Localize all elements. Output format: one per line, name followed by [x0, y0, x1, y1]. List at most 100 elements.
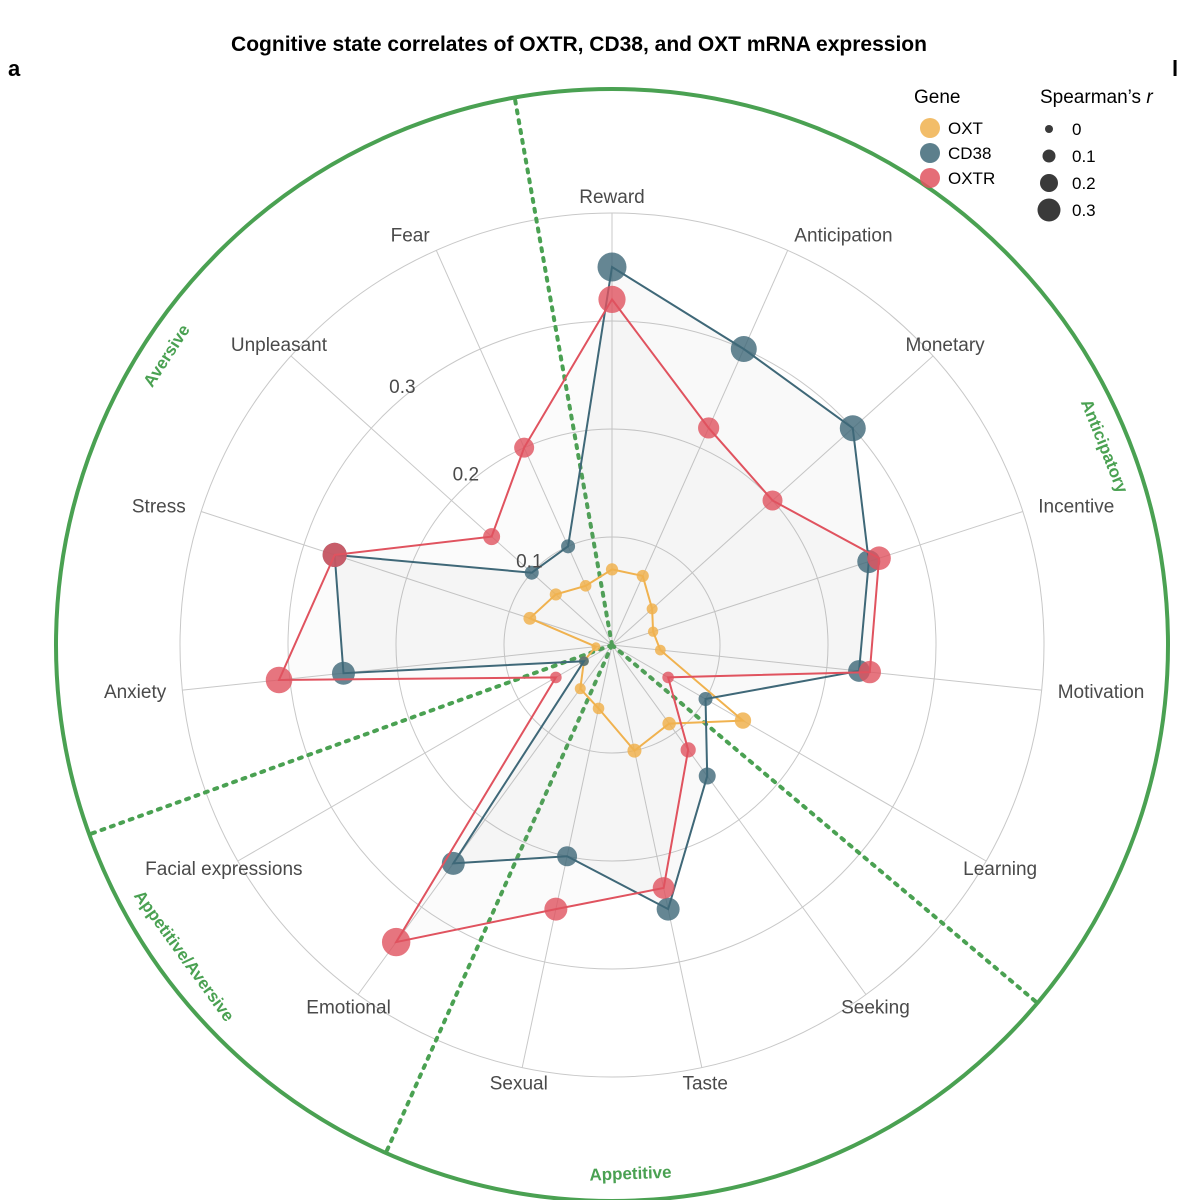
grid-spoke: [611, 644, 867, 995]
region-divider: [512, 95, 614, 647]
data-point-cd38: [839, 415, 866, 442]
data-point-oxt: [646, 603, 658, 615]
grid-spoke: [200, 511, 613, 646]
size-label: 0.2: [1072, 174, 1096, 193]
legend-label-oxtr: OXTR: [948, 169, 995, 188]
category-label: Monetary: [905, 335, 985, 356]
grid-spoke: [237, 644, 613, 862]
grid-spoke: [611, 511, 1024, 646]
grid-spoke: [611, 644, 987, 862]
data-point-cd38: [597, 252, 627, 282]
size-label: 0: [1072, 120, 1081, 139]
data-point-oxtr: [265, 666, 293, 694]
category-label: Stress: [132, 496, 186, 517]
radial-tick-label: 0.2: [453, 464, 479, 485]
edge-panel-label: l: [1172, 56, 1178, 81]
data-point-cd38: [441, 851, 465, 875]
series-line-oxt: [528, 568, 746, 753]
gene-legend: OXT CD38 OXTR: [920, 118, 995, 188]
size-swatch: [1045, 125, 1053, 133]
data-point-cd38: [579, 656, 589, 667]
data-point-cd38: [730, 336, 757, 363]
data-point-oxtr: [514, 437, 535, 458]
region-divider: [383, 643, 614, 1155]
data-point-oxtr: [762, 490, 783, 511]
data-point-oxt: [549, 588, 562, 601]
series-area-oxtr: [279, 299, 880, 943]
category-label: Facial expressions: [145, 859, 302, 880]
series-area-cd38: [334, 267, 869, 910]
series-line-oxtr: [277, 297, 881, 944]
region-label: Appetitive: [589, 1163, 672, 1185]
size-swatch: [1042, 149, 1056, 163]
data-point-oxtr: [544, 897, 568, 921]
size-legend: 0 0.1 0.2 0.3: [1037, 120, 1096, 222]
category-label: Anticipation: [794, 226, 892, 247]
data-point-oxtr: [381, 927, 411, 957]
region-label: Aversive: [140, 321, 194, 390]
data-point-oxtr: [680, 742, 696, 758]
region-outer-circle: [54, 87, 1170, 1200]
data-point-oxt: [579, 580, 592, 592]
data-point-oxtr: [698, 417, 720, 439]
region-label: Anticipatory: [1077, 397, 1132, 497]
chart-title: Cognitive state correlates of OXTR, CD38…: [231, 33, 927, 56]
legend-label-cd38: CD38: [948, 144, 991, 163]
size-label: 0.1: [1072, 147, 1096, 166]
data-point-oxtr: [322, 542, 347, 567]
data-point-cd38: [698, 767, 716, 785]
data-point-oxtr: [858, 660, 881, 684]
radial-tick-label: 0.1: [516, 552, 542, 573]
legend: Gene OXT CD38 OXTR Spearman’s r 0 0.1 0.2 0.3: [914, 87, 1153, 222]
category-label: Fear: [391, 226, 431, 247]
grid-spoke: [182, 644, 613, 691]
legend-swatch-oxtr: [920, 168, 940, 188]
category-label: Anxiety: [104, 682, 167, 703]
data-point-oxt: [574, 683, 586, 695]
data-point-oxt: [734, 712, 752, 729]
grid-spoke: [611, 644, 703, 1068]
data-point-oxtr: [867, 546, 891, 571]
size-legend-title: Spearman’s r: [1040, 87, 1153, 108]
region-divider: [610, 643, 1040, 1005]
legend-label-oxt: OXT: [948, 119, 983, 138]
data-point-oxt: [627, 743, 642, 758]
size-swatch: [1037, 198, 1061, 222]
category-label: Motivation: [1058, 682, 1145, 703]
legend-swatch-oxt: [920, 118, 940, 138]
data-point-oxtr: [550, 671, 562, 684]
region-label: Appetitive/Aversive: [130, 887, 238, 1025]
data-point-oxt: [523, 611, 537, 625]
panel-label: a: [8, 56, 21, 81]
series-line-cd38: [333, 265, 870, 911]
data-point-oxt: [647, 626, 659, 637]
category-label: Reward: [579, 187, 644, 208]
category-label: Sexual: [490, 1073, 548, 1094]
category-label: Emotional: [306, 998, 391, 1019]
size-swatch: [1040, 174, 1058, 192]
data-point-cd38: [561, 539, 576, 554]
legend-swatch-cd38: [920, 143, 940, 163]
category-label: Learning: [963, 859, 1037, 880]
data-point-cd38: [698, 692, 713, 706]
data-point-oxt: [591, 642, 601, 652]
data-point-cd38: [331, 661, 355, 685]
data-point-oxt: [662, 716, 676, 731]
category-label: Seeking: [841, 998, 910, 1019]
data-point-cd38: [656, 897, 680, 921]
data-point-oxtr: [662, 671, 674, 684]
category-label: Incentive: [1038, 496, 1114, 517]
region-divider: [87, 643, 614, 837]
data-point-oxtr: [598, 285, 626, 313]
category-label: Unpleasant: [231, 335, 328, 356]
radial-tick-label: 0.3: [389, 377, 415, 398]
data-point-cd38: [524, 565, 539, 580]
data-point-oxt: [605, 563, 619, 576]
data-point-oxt: [592, 702, 605, 715]
gene-legend-title: Gene: [914, 87, 960, 108]
grid-spoke: [611, 644, 1042, 691]
data-point-oxtr: [483, 528, 501, 546]
axis-labels: Reward Anticipation Monetary Incentive Motiv…: [104, 187, 1144, 1095]
category-label: Taste: [682, 1073, 727, 1094]
